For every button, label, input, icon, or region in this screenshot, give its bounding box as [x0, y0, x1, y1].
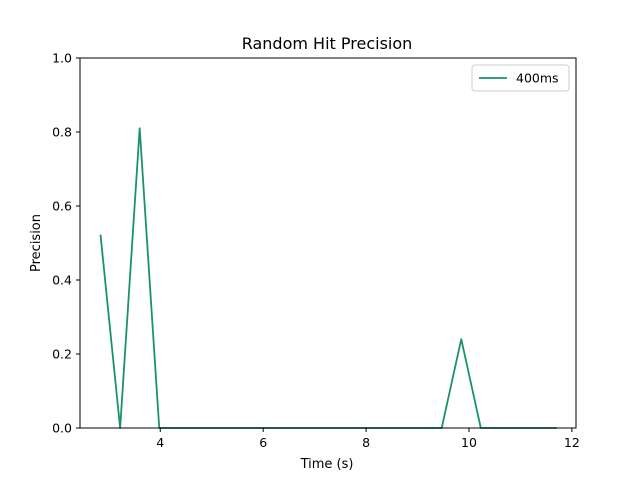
y-tick-label-1: 0.2 [52, 347, 72, 362]
plot-area: 4 6 8 10 12 0.0 0.2 0.4 0.6 0.8 1.0 400ms [52, 51, 580, 451]
y-tick-label-2: 0.4 [52, 273, 72, 288]
y-tick-label-3: 0.6 [52, 199, 72, 214]
axes-frame [79, 57, 577, 429]
x-tick-label-3: 10 [461, 435, 477, 450]
x-tick-label-0: 4 [156, 435, 164, 450]
legend-box [471, 64, 570, 92]
y-axis-label: Precision [29, 214, 44, 272]
legend-label-0: 400ms [516, 71, 559, 86]
x-axis-label: Time (s) [300, 457, 354, 472]
x-tick-label-4: 12 [564, 435, 580, 450]
y-tick-label-4: 0.8 [52, 125, 72, 140]
x-tick-label-1: 6 [259, 435, 267, 450]
chart-title: Random Hit Precision [242, 34, 413, 53]
x-tick-label-2: 8 [362, 435, 370, 450]
y-tick-label-0: 0.0 [52, 421, 72, 436]
y-tick-label-5: 1.0 [52, 51, 72, 66]
